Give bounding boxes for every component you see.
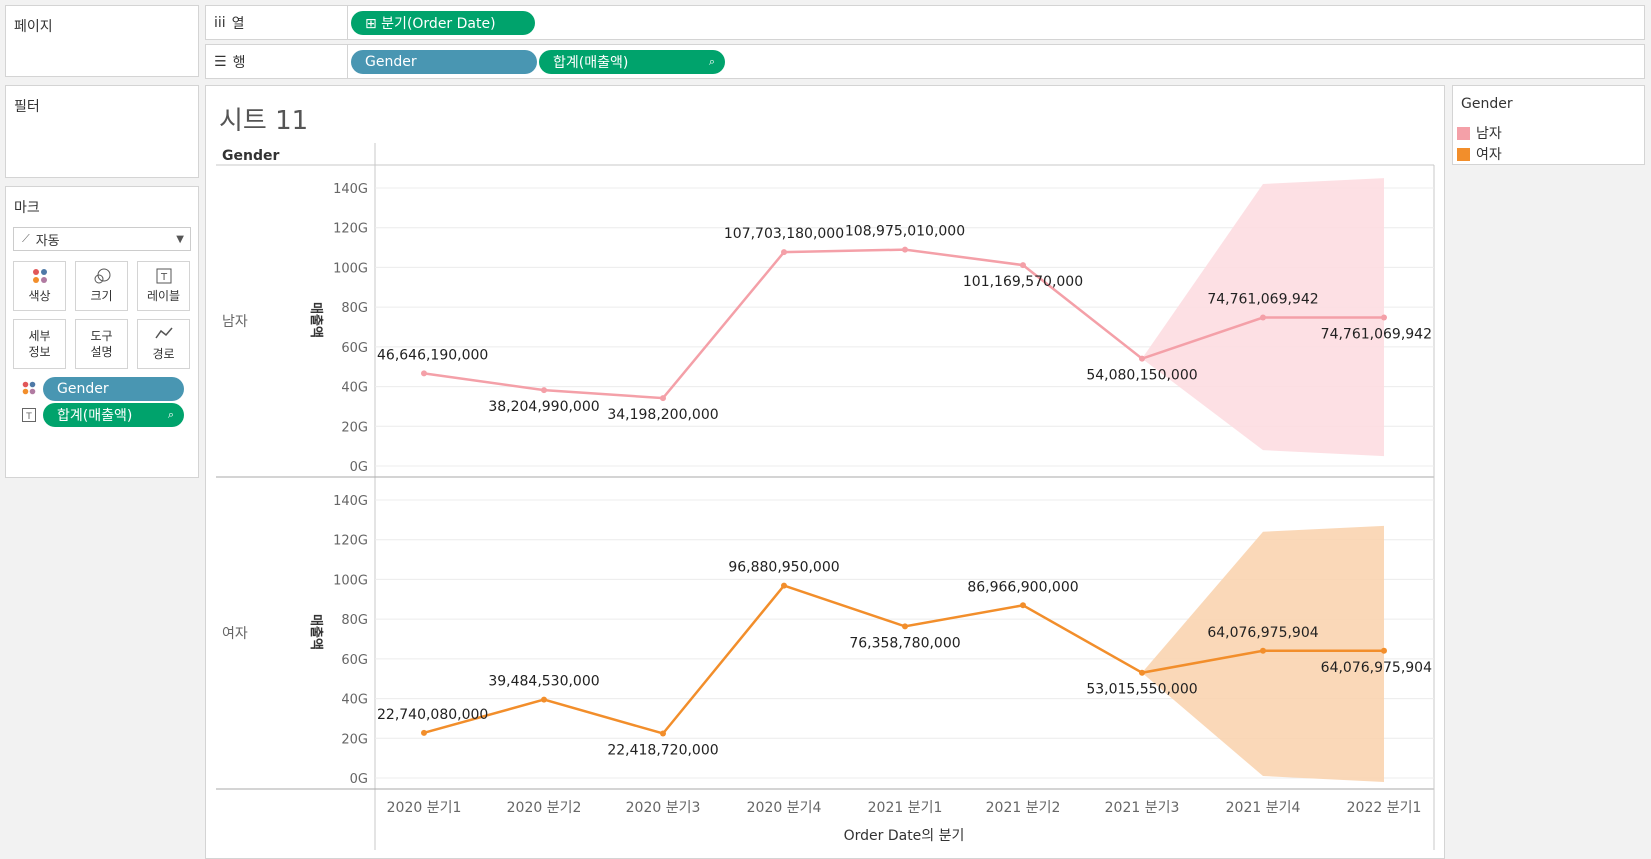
sheet-canvas: 시트 11 [205, 85, 1445, 859]
rows-label: 행 [232, 54, 246, 71]
legend-label-male: 남자 [1476, 126, 1502, 142]
tooltip-button[interactable]: 도구 설명 [75, 319, 128, 369]
sales-sum-pill-label: 합계(매출액) [553, 55, 629, 71]
svg-text:T: T [25, 412, 32, 422]
mark-type-label: 자동 [35, 233, 60, 249]
marks-gender-pill-label: Gender [57, 381, 109, 397]
color-button-label: 색상 [28, 289, 51, 303]
filters-title: 필터 [14, 99, 40, 115]
gender-pill-label: Gender [365, 54, 417, 70]
marks-sales-pill-label: 합계(매출액) [57, 408, 133, 424]
detail-button[interactable]: 세부 정보 [13, 319, 66, 369]
delta-icon: ⌕ [708, 55, 715, 68]
legend-item-female[interactable]: 여자 [1457, 144, 1502, 164]
size-button-label: 크기 [90, 289, 113, 303]
text-label-icon: T [22, 407, 36, 426]
chevron-down-icon: ▼ [176, 233, 184, 245]
text-label-icon: T [156, 268, 172, 288]
color-button[interactable]: 색상 [13, 261, 66, 311]
legend-swatch-male [1457, 126, 1470, 140]
sheet-title: 시트 11 [219, 106, 309, 136]
columns-shelf[interactable]: iii 열 ⊞ 분기(Order Date) [205, 5, 1645, 40]
columns-shelf-label: iii 열 [206, 6, 348, 39]
detail-button-label: 세부 정보 [28, 329, 51, 359]
rows-icon: ☰ [214, 53, 227, 70]
label-button-label: 레이블 [146, 289, 181, 303]
legend-item-male[interactable]: 남자 [1457, 123, 1502, 143]
sales-sum-pill[interactable]: 합계(매출액) ⌕ [539, 50, 725, 74]
quarter-order-date-pill-label: ⊞ 분기(Order Date) [365, 16, 496, 32]
marks-title: 마크 [14, 200, 40, 216]
size-circles-icon [93, 268, 111, 288]
color-dots-icon [32, 268, 48, 288]
color-dots-icon [22, 380, 36, 399]
mark-type-dropdown[interactable]: ⟋ 자동 ▼ [13, 227, 191, 251]
marks-sales-pill[interactable]: 합계(매출액) ⌕ [43, 403, 184, 427]
columns-icon: iii [214, 14, 226, 31]
path-button-label: 경로 [152, 347, 175, 361]
label-button[interactable]: T 레이블 [137, 261, 190, 311]
legend-swatch-female [1457, 147, 1470, 161]
rows-shelf[interactable]: ☰ 행 Gender 합계(매출액) ⌕ [205, 44, 1645, 79]
pages-panel[interactable]: 페이지 [5, 5, 199, 77]
gender-pill[interactable]: Gender [351, 50, 537, 74]
marks-gender-pill[interactable]: Gender [43, 377, 184, 401]
legend-title: Gender [1461, 96, 1513, 112]
marks-panel: 마크 ⟋ 자동 ▼ 색상 크기 T 레이블 세부 정보 도구 설명 경로 [5, 186, 199, 478]
legend-card: Gender 남자 여자 [1452, 85, 1645, 165]
line-mark-icon: ⟋ [22, 232, 30, 245]
columns-label: 열 [231, 15, 245, 32]
delta-icon: ⌕ [167, 408, 174, 421]
size-button[interactable]: 크기 [75, 261, 128, 311]
filters-panel[interactable]: 필터 [5, 85, 199, 178]
tooltip-button-label: 도구 설명 [90, 329, 113, 359]
rows-shelf-label: ☰ 행 [206, 45, 348, 78]
path-icon [154, 326, 173, 346]
svg-text:T: T [159, 272, 167, 283]
path-button[interactable]: 경로 [137, 319, 190, 369]
legend-label-female: 여자 [1476, 147, 1502, 163]
quarter-order-date-pill[interactable]: ⊞ 분기(Order Date) [351, 11, 535, 35]
pages-title: 페이지 [14, 19, 53, 35]
